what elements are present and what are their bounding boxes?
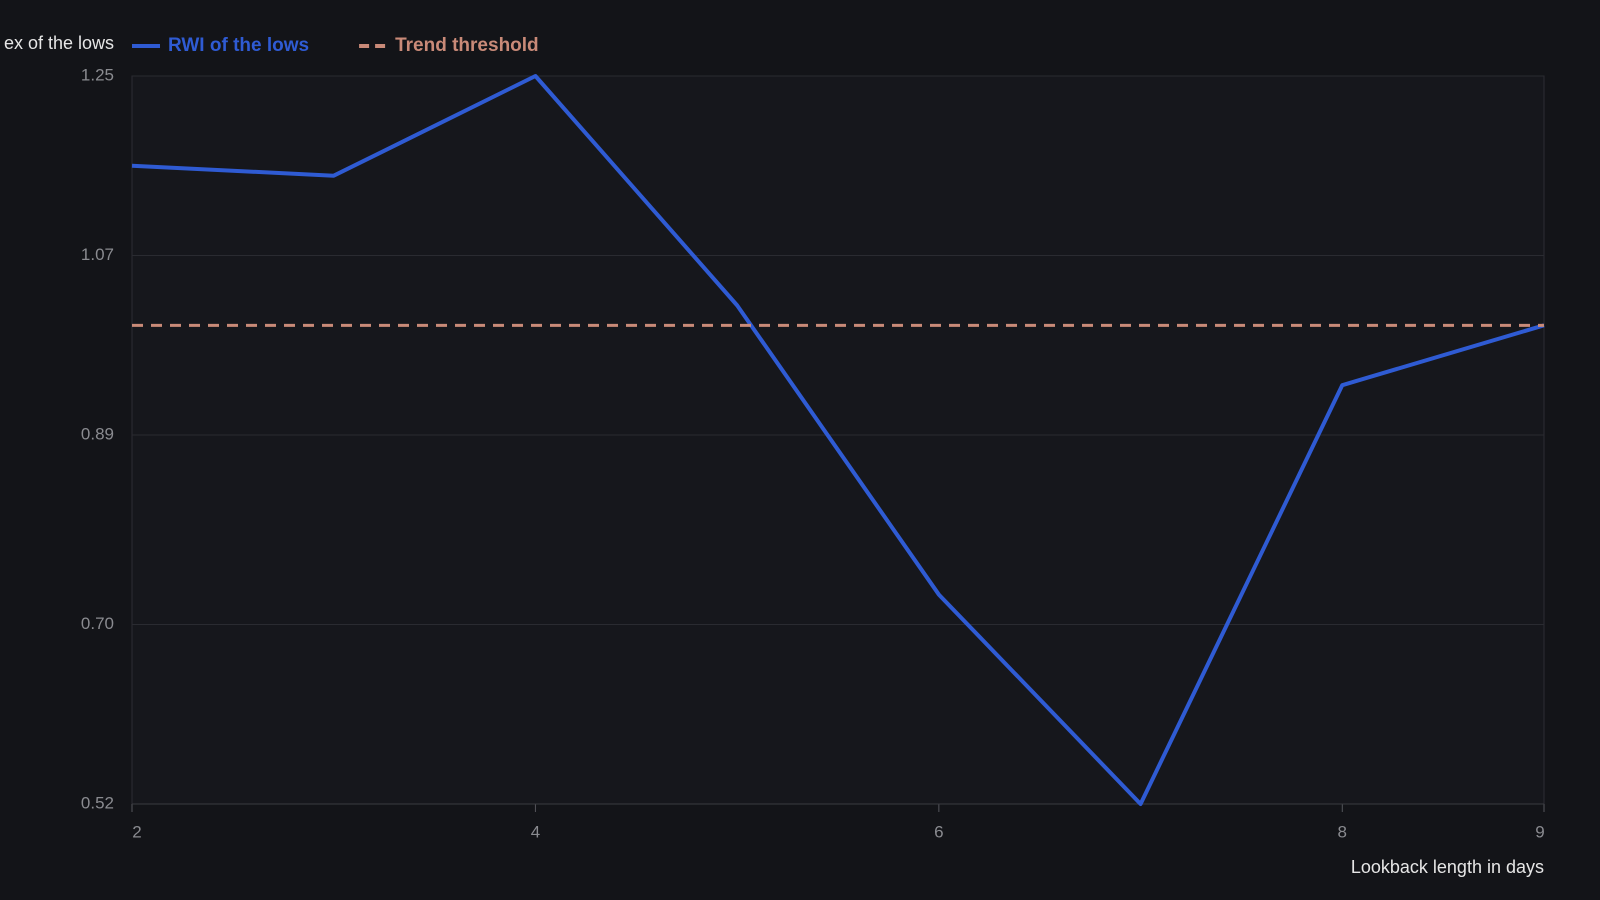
legend-label: RWI of the lows: [168, 35, 309, 56]
x-tick-label: 9: [1535, 822, 1544, 841]
y-tick-label: 1.07: [81, 245, 114, 264]
y-tick-label: 0.89: [81, 424, 114, 443]
y-axis-title: ex of the lows: [4, 33, 114, 53]
plot-area: [131, 75, 1545, 805]
x-tick-label: 4: [531, 822, 540, 841]
legend-label: Trend threshold: [395, 35, 539, 56]
series-line: [131, 74, 1545, 806]
y-tick-label: 0.52: [81, 793, 114, 812]
x-axis-title: Lookback length in days: [1351, 857, 1544, 877]
x-tick-label: 2: [132, 822, 141, 841]
x-tick-label: 6: [934, 822, 943, 841]
x-tick-label: 8: [1338, 822, 1347, 841]
y-tick-label: 0.70: [81, 614, 114, 633]
y-tick-label: 1.25: [81, 65, 114, 84]
